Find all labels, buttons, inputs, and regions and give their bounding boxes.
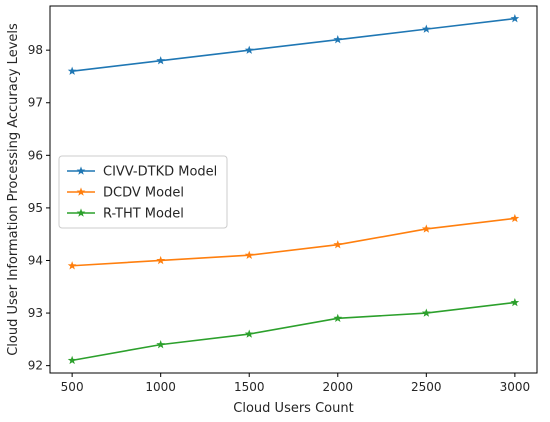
y-tick-label: 95 xyxy=(28,201,43,215)
series-2 xyxy=(67,297,520,365)
legend-label: DCDV Model xyxy=(103,186,184,201)
legend-marker xyxy=(76,208,86,217)
data-point-marker xyxy=(421,24,431,33)
legend-marker xyxy=(76,166,86,175)
x-tick-label: 1500 xyxy=(234,380,265,394)
y-tick-label: 94 xyxy=(28,253,43,267)
data-point-marker xyxy=(156,255,166,265)
series-layer xyxy=(67,14,520,365)
data-point-marker xyxy=(421,224,431,233)
x-tick-label: 500 xyxy=(61,380,84,394)
legend-box xyxy=(58,155,228,229)
y-tick-label: 96 xyxy=(28,148,43,162)
data-point-marker xyxy=(333,35,343,44)
y-tick-label: 93 xyxy=(28,306,43,320)
data-point-marker xyxy=(67,355,77,365)
y-tick-label: 98 xyxy=(28,43,43,57)
x-tick-label: 2000 xyxy=(322,380,353,394)
data-point-marker xyxy=(156,340,166,349)
series-line xyxy=(72,17,515,72)
series-line xyxy=(71,301,515,362)
data-point-marker xyxy=(244,250,254,259)
data-point-marker xyxy=(244,45,254,54)
x-axis-label: Cloud Users Count xyxy=(233,401,353,416)
x-tick-label: 1000 xyxy=(145,380,176,394)
data-point-marker xyxy=(156,56,166,65)
legend: CIVV-DTKD Model DCDV Model R-THT Model xyxy=(58,155,228,229)
series-1 xyxy=(67,213,520,270)
data-point-marker xyxy=(510,297,520,307)
x-tick-label: 2500 xyxy=(411,380,442,394)
data-point-marker xyxy=(333,313,343,323)
y-tick-label: 97 xyxy=(28,96,43,110)
series-line xyxy=(72,217,515,267)
legend-label: CIVV-DTKD Model xyxy=(103,165,217,180)
ticks-layer: 500 1000 1500 2000 2500 3000 92 93 94 95 96 97 98 xyxy=(28,43,530,394)
data-point-marker xyxy=(244,329,254,338)
data-point-marker xyxy=(421,308,431,317)
series-0 xyxy=(67,14,520,75)
legend-label: R-THT Model xyxy=(103,207,184,222)
data-point-marker xyxy=(510,14,520,23)
data-point-marker xyxy=(67,66,77,75)
data-point-marker xyxy=(333,240,343,249)
data-point-marker xyxy=(510,213,520,223)
y-tick-label: 92 xyxy=(28,359,43,373)
legend-marker xyxy=(76,187,86,196)
plot-frame xyxy=(49,5,538,374)
data-point-marker xyxy=(67,261,77,270)
x-tick-label: 3000 xyxy=(500,380,531,394)
y-axis-label: Cloud User Information Processing Accura… xyxy=(6,23,21,356)
